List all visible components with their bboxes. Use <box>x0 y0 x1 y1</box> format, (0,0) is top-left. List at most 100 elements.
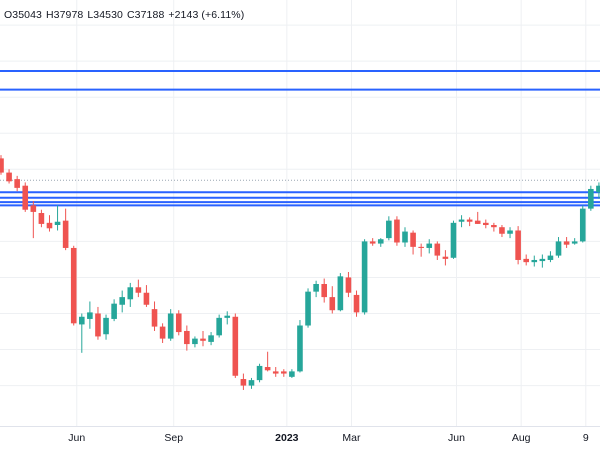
candle-body <box>531 259 538 263</box>
candle <box>377 238 384 247</box>
candle <box>410 230 416 255</box>
candle <box>30 200 37 239</box>
candle-body <box>345 277 352 293</box>
candle-body <box>377 239 384 244</box>
candle <box>547 251 554 263</box>
candle-body <box>539 258 546 262</box>
candle <box>313 280 319 298</box>
x-tick-label: 9 <box>582 432 589 444</box>
candle <box>62 208 69 251</box>
candle-body <box>418 246 424 248</box>
candle-body <box>329 297 336 311</box>
candle <box>200 330 206 347</box>
candle-body <box>555 241 562 256</box>
candle-body <box>54 221 61 226</box>
candle-body <box>499 227 505 234</box>
candle <box>402 227 408 247</box>
candle-body <box>46 222 53 229</box>
candle <box>103 314 109 340</box>
candle-body <box>491 225 497 228</box>
candle <box>361 239 368 315</box>
candle-body <box>87 312 93 319</box>
candle <box>369 238 376 246</box>
candle <box>192 336 198 348</box>
candle <box>224 311 231 325</box>
candle <box>95 306 101 340</box>
candle-body <box>386 220 392 239</box>
candle <box>297 320 303 373</box>
candle-body <box>248 380 255 386</box>
candle <box>394 216 400 246</box>
candle <box>491 222 497 232</box>
candle <box>6 169 12 184</box>
candle <box>46 215 53 232</box>
ohlc-low: L34530 <box>87 9 123 21</box>
candle-body <box>127 287 134 300</box>
candle <box>555 237 562 258</box>
ohlc-change: +2143 (+6.11%) <box>168 9 245 21</box>
candle-body <box>588 188 594 209</box>
candle <box>127 282 134 307</box>
candle <box>151 301 158 331</box>
x-tick-label: Mar <box>342 432 361 444</box>
candle <box>272 367 279 377</box>
candle-body <box>515 230 521 260</box>
ohlc-close: C37188 <box>127 9 165 21</box>
candle-body <box>426 243 433 248</box>
candle-body <box>523 258 529 263</box>
candle <box>305 288 311 328</box>
candles <box>0 155 600 390</box>
candle-body <box>143 292 150 305</box>
candle <box>571 238 578 245</box>
candle <box>0 155 4 175</box>
candle <box>240 373 247 390</box>
candle-body <box>200 338 206 341</box>
candle <box>442 250 449 266</box>
candle-body <box>184 330 190 345</box>
candle <box>111 299 117 322</box>
candle-body <box>483 222 489 226</box>
candle <box>289 369 295 378</box>
candle <box>531 255 538 267</box>
x-tick-label: Jun <box>68 432 86 444</box>
candle <box>119 290 125 313</box>
candle-body <box>264 367 271 371</box>
candle-body <box>240 379 247 386</box>
candle <box>515 226 521 265</box>
candle <box>483 219 489 229</box>
candle-body <box>216 317 222 336</box>
candle-body <box>289 371 295 377</box>
candle <box>175 310 182 336</box>
candle-body <box>434 243 441 256</box>
candle-body <box>70 247 77 324</box>
candle-body <box>135 287 142 293</box>
candle <box>135 279 142 298</box>
candle-body <box>321 284 327 298</box>
candle-body <box>224 315 231 318</box>
candle <box>321 278 327 303</box>
candle <box>54 205 61 231</box>
horizontal-levels <box>0 70 600 207</box>
candle-body <box>95 313 101 337</box>
candle-body <box>38 213 45 224</box>
x-tick-label: Sep <box>164 432 184 444</box>
candle-body <box>442 256 449 259</box>
x-tick-label: Aug <box>511 432 531 444</box>
x-tick-label: Jun <box>448 432 465 444</box>
candle <box>329 286 336 314</box>
candle-body <box>297 325 303 372</box>
ohlc-open: O35043 <box>4 9 42 21</box>
candle <box>184 325 190 351</box>
candle-body <box>232 316 239 376</box>
candle <box>507 227 513 239</box>
candle <box>458 215 465 228</box>
candle-body <box>547 255 554 260</box>
candle-body <box>402 231 408 243</box>
candle <box>256 363 263 383</box>
candle-body <box>103 317 109 335</box>
candle-body <box>62 220 69 248</box>
candle-body <box>410 232 416 247</box>
candle <box>523 254 529 266</box>
